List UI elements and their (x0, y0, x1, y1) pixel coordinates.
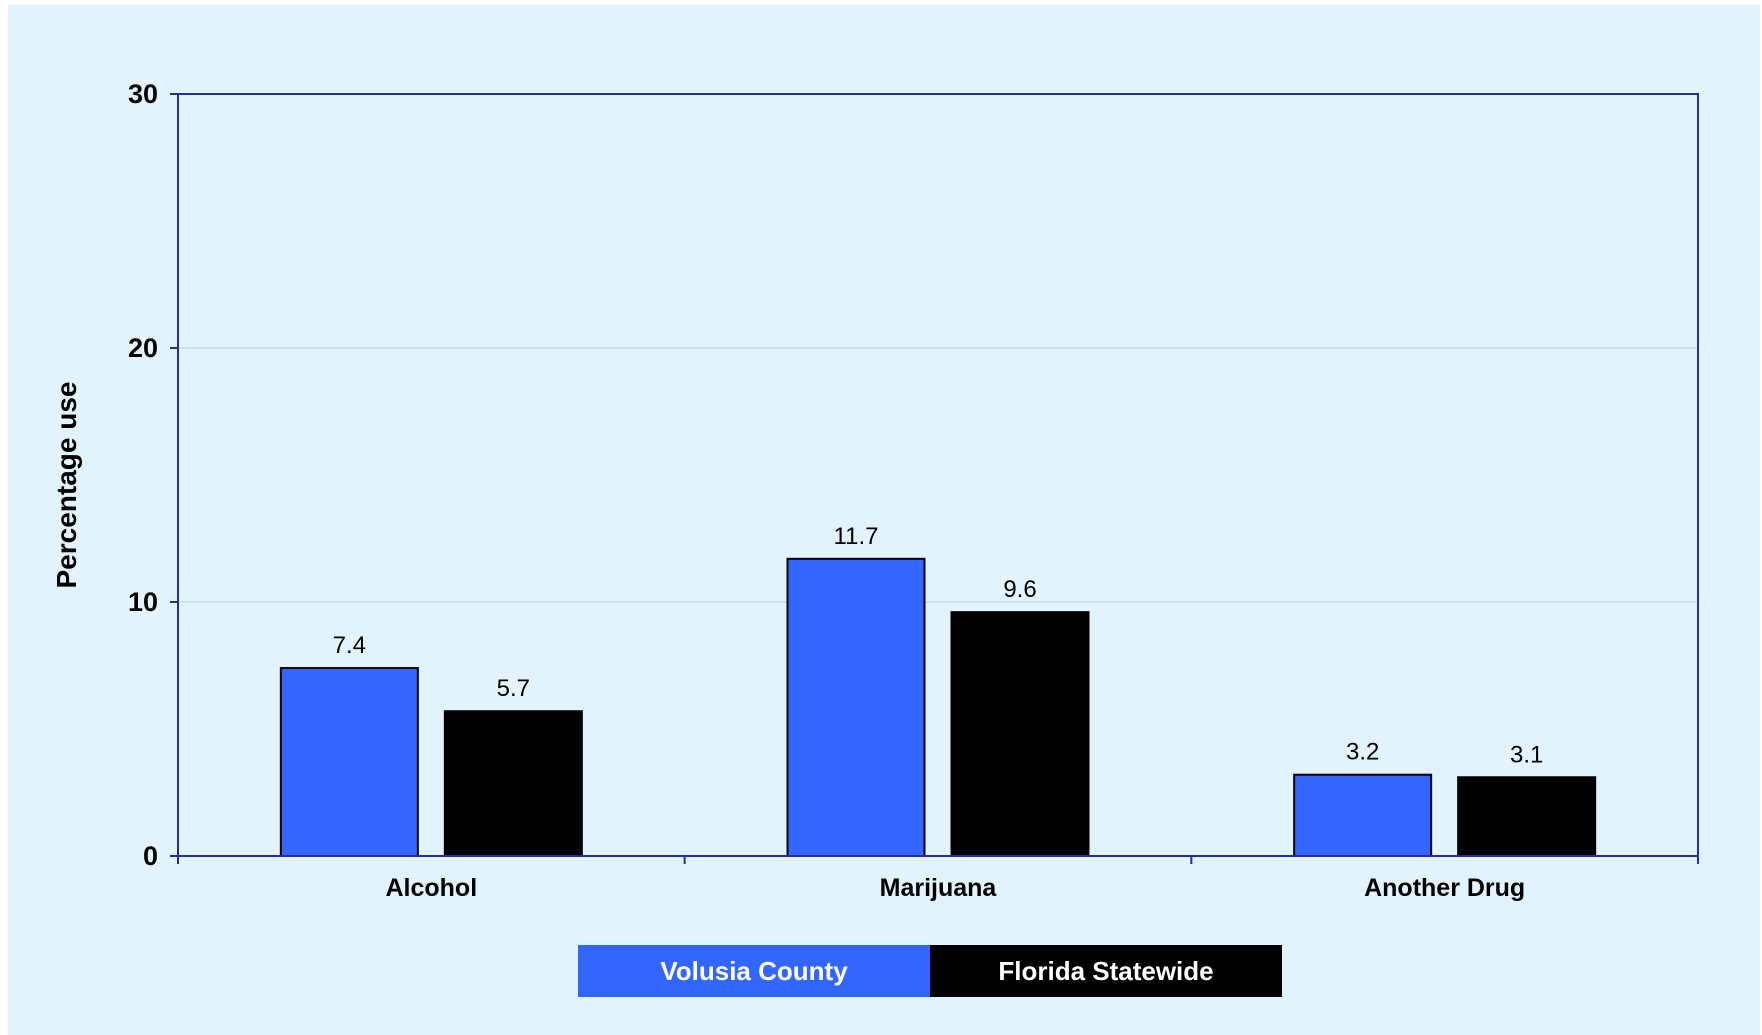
gridlines (178, 347, 1698, 603)
data-label: 7.4 (333, 632, 366, 659)
data-label: 3.2 (1346, 739, 1379, 766)
bar-florida-statewide (950, 611, 1090, 857)
data-label: 5.7 (497, 675, 530, 702)
legend-swatch-florida-statewide (930, 945, 1282, 997)
x-category-label: Marijuana (880, 874, 998, 902)
bar-volusia-county (1293, 773, 1433, 857)
legend-label: Volusia County (660, 956, 848, 986)
y-tick-label: 30 (128, 79, 158, 109)
bars (279, 557, 1597, 858)
x-category-label: Alcohol (385, 874, 477, 902)
chart-panel: 0 10 20 30 7.4 5.7 Alcohol 11.7 9.6 Marijuana 3.2 3… (8, 5, 1760, 1035)
data-label: 3.1 (1510, 741, 1543, 768)
legend-swatch-volusia-county (578, 945, 930, 997)
bar-florida-statewide (1457, 776, 1597, 858)
bar-florida-statewide (443, 710, 583, 857)
y-tick-label: 0 (143, 841, 158, 871)
data-label: 11.7 (834, 523, 879, 550)
y-tick-label: 20 (128, 333, 158, 363)
bar-volusia-county (279, 667, 419, 857)
axes (170, 93, 1699, 864)
legend-label: Florida Statewide (998, 956, 1213, 986)
bar-volusia-county (786, 557, 926, 857)
y-tick-label: 10 (128, 587, 158, 617)
x-category-label: Another Drug (1364, 874, 1525, 902)
data-label: 9.6 (1003, 576, 1036, 603)
labels: 0 10 20 30 7.4 5.7 Alcohol 11.7 9.6 Marijuana 3.2 3… (128, 79, 1543, 902)
legend: Volusia County Florida Statewide (578, 945, 1282, 997)
bar-chart: 0 10 20 30 7.4 5.7 Alcohol 11.7 9.6 Marijuana 3.2 3… (51, 79, 1699, 997)
y-axis-title: Percentage use (51, 382, 82, 589)
